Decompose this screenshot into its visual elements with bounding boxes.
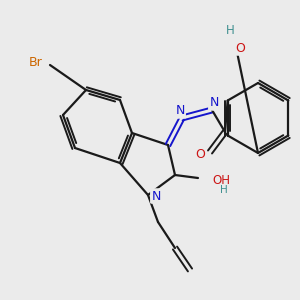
Text: N: N — [209, 97, 219, 110]
Text: O: O — [195, 148, 205, 160]
Text: O: O — [235, 41, 245, 55]
Text: N: N — [151, 190, 161, 202]
Text: Br: Br — [28, 56, 42, 70]
Text: OH: OH — [212, 173, 230, 187]
Text: H: H — [226, 25, 234, 38]
Text: N: N — [175, 104, 185, 118]
Text: H: H — [220, 185, 228, 195]
